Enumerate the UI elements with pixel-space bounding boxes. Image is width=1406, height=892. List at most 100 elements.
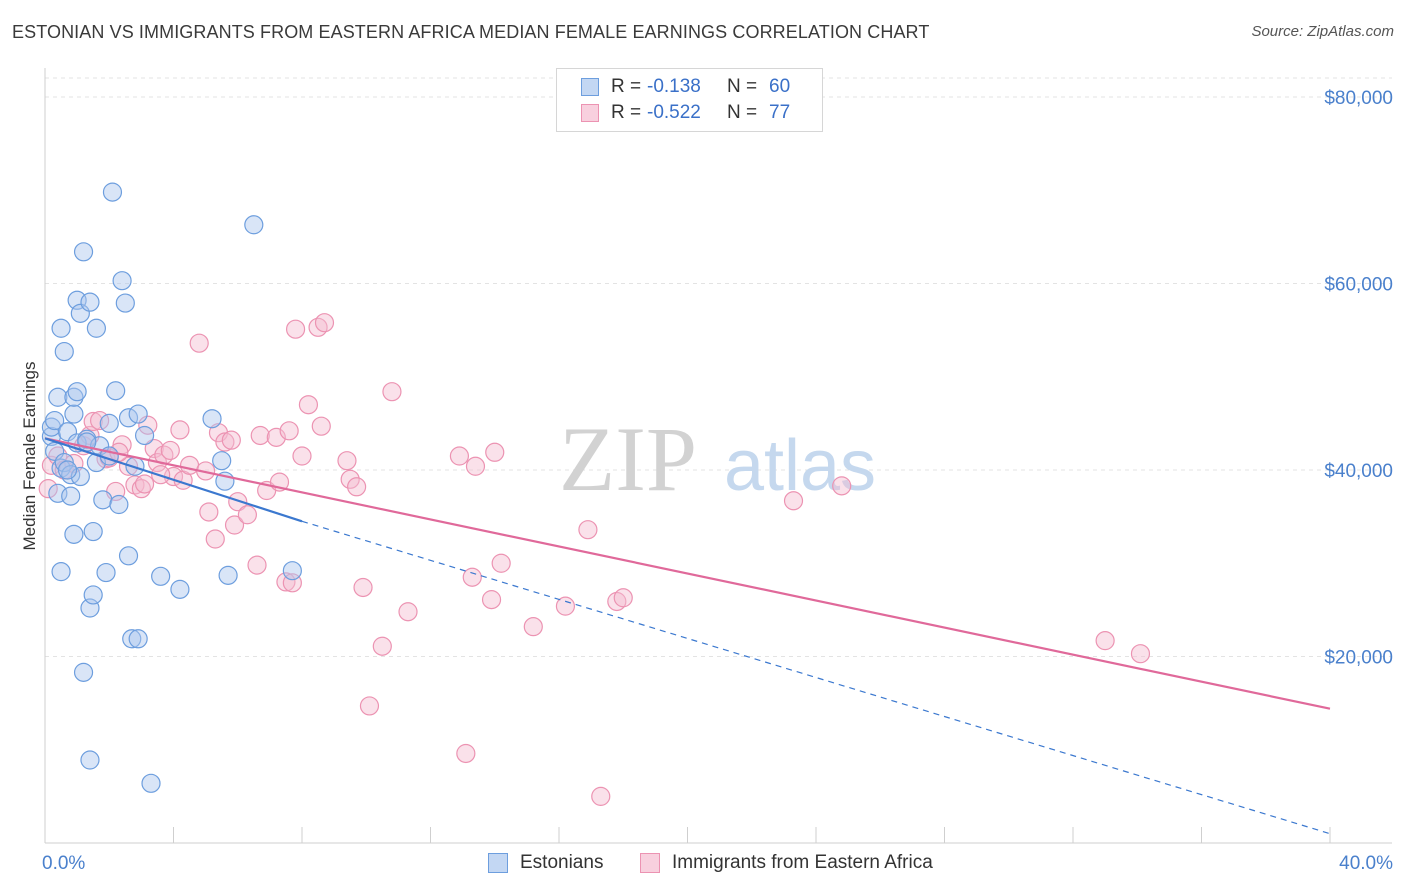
estonian-point	[48, 387, 68, 407]
eastern-africa-point	[199, 502, 219, 522]
estonian-point	[99, 413, 119, 433]
eastern-africa-point	[205, 529, 225, 549]
eastern-africa-point	[215, 432, 235, 452]
legend-swatch-blue	[581, 78, 599, 96]
legend-swatch-pink	[581, 104, 599, 122]
estonian-point	[64, 387, 84, 407]
eastern-africa-point	[783, 491, 804, 511]
eastern-africa-point	[523, 617, 543, 637]
legend-item-eastern-africa[interactable]: Immigrants from Eastern Africa	[640, 852, 933, 874]
estonian-point	[102, 182, 123, 202]
watermark-zip: ZIP	[559, 408, 697, 510]
estonian-point	[122, 629, 142, 649]
estonian-point	[118, 408, 139, 428]
watermark: ZIP atlas	[559, 408, 876, 510]
chart-title: ESTONIAN VS IMMIGRANTS FROM EASTERN AFRI…	[12, 22, 930, 42]
series-legend: Estonians Immigrants from Eastern Africa	[0, 852, 1406, 876]
estonian-point	[51, 562, 71, 582]
estonian-point	[73, 242, 94, 262]
estonian-point	[128, 629, 148, 649]
estonian-point	[45, 410, 65, 431]
estonian-point	[96, 562, 116, 583]
estonian-point	[64, 404, 84, 424]
eastern-africa-point	[237, 505, 257, 525]
eastern-africa-point	[337, 451, 357, 471]
legend-n-label: N =	[727, 102, 758, 123]
eastern-africa-point	[398, 602, 418, 622]
eastern-africa-point	[340, 469, 360, 489]
eastern-africa-point	[449, 446, 470, 466]
legend-r-label: R =	[611, 76, 642, 97]
eastern-africa-point	[491, 553, 511, 573]
eastern-africa-point	[613, 588, 633, 608]
eastern-africa-point	[832, 476, 852, 496]
eastern-africa-point	[485, 442, 505, 462]
eastern-africa-point	[285, 319, 306, 339]
eastern-africa-point	[462, 567, 482, 587]
legend-row-eastern-africa: R = -0.522 N = 77	[581, 100, 821, 126]
eastern-africa-point	[83, 411, 103, 432]
legend-n-value: 77	[769, 102, 791, 123]
estonian-point	[93, 490, 113, 510]
eastern-africa-point	[347, 477, 367, 497]
legend-label-estonians: Estonians	[520, 852, 604, 873]
estonian-point	[67, 382, 87, 402]
stats-legend: R = -0.138 N = 60 R = -0.522 N = 77	[556, 68, 823, 132]
eastern-africa-point	[353, 577, 373, 598]
eastern-africa-point	[279, 421, 299, 441]
estonian-point	[244, 215, 264, 235]
y-tick-label: $60,000	[1324, 275, 1393, 296]
x-tick-label-min: 0.0%	[42, 853, 85, 874]
eastern-africa-point	[1095, 631, 1115, 651]
eastern-africa-point	[456, 743, 476, 764]
eastern-africa-point	[1130, 644, 1151, 664]
estonian-point	[80, 750, 100, 770]
eastern-africa-point	[382, 382, 402, 402]
eastern-africa-point	[555, 596, 576, 616]
eastern-africa-point	[298, 395, 319, 415]
eastern-africa-point	[179, 455, 200, 475]
estonian-point	[218, 565, 238, 585]
eastern-africa-point	[465, 456, 486, 476]
eastern-africa-point	[250, 425, 270, 446]
estonian-point	[134, 425, 155, 446]
eastern-africa-point	[311, 416, 331, 436]
eastern-africa-point	[481, 590, 502, 610]
legend-label-eastern-africa: Immigrants from Eastern Africa	[672, 852, 933, 873]
axes	[44, 68, 1392, 844]
legend-n-label: N =	[727, 76, 758, 97]
eastern-africa-point	[189, 333, 209, 353]
eastern-africa-point	[314, 313, 335, 333]
eastern-africa-point	[292, 446, 312, 466]
estonian-point	[83, 585, 103, 605]
estonian-point	[61, 486, 81, 506]
eastern-africa-point	[228, 492, 248, 512]
estonian-point	[202, 409, 222, 429]
data-points	[38, 182, 1151, 806]
grid-lines	[45, 77, 1392, 657]
eastern-africa-point	[160, 440, 180, 461]
estonian-point	[170, 579, 190, 599]
estonian-point	[128, 404, 148, 424]
estonian-point	[282, 561, 302, 581]
estonian-point	[57, 460, 78, 480]
legend-item-estonians[interactable]: Estonians	[488, 852, 603, 874]
estonian-trend-extension	[301, 520, 1331, 835]
legend-r-value: -0.138	[647, 76, 701, 97]
legend-row-estonians: R = -0.138 N = 60	[581, 74, 821, 100]
trend-lines	[44, 437, 1331, 835]
estonian-point	[51, 318, 71, 338]
tick-labels: $20,000 $40,000 $60,000 $80,000 0.0% 40.0%	[42, 88, 1393, 874]
eastern-africa-point	[134, 474, 155, 494]
estonian-point	[115, 293, 135, 313]
eastern-africa-point	[359, 696, 380, 716]
eastern-africa-point	[170, 420, 190, 440]
estonian-point	[80, 292, 100, 312]
estonian-point	[86, 318, 107, 338]
legend-n-value: 60	[769, 76, 791, 97]
source-label: Source: ZipAtlas.com	[1251, 23, 1394, 40]
y-tick-label: $80,000	[1324, 88, 1393, 109]
y-tick-label: $40,000	[1324, 461, 1393, 482]
eastern-africa-point	[224, 515, 245, 535]
